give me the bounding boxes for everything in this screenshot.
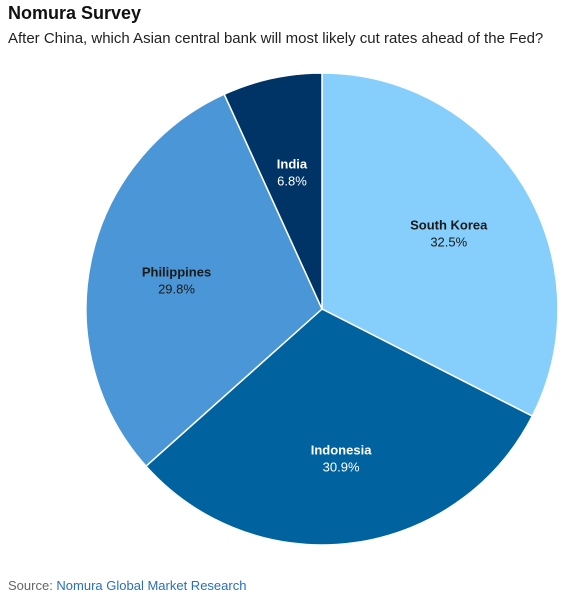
slice-label-south-korea: South Korea: [410, 217, 488, 232]
slice-value-india: 6.8%: [277, 174, 307, 189]
chart-subtitle: After China, which Asian central bank wi…: [8, 30, 544, 47]
chart-title: Nomura Survey: [8, 3, 142, 23]
slice-value-philippines: 29.8%: [158, 281, 195, 296]
source-label: Source:: [8, 578, 57, 593]
slice-label-philippines: Philippines: [142, 264, 211, 279]
pie-slice-south-korea: [321, 72, 559, 418]
pie-slice-indonesia: [144, 308, 534, 546]
slice-label-indonesia: Indonesia: [311, 442, 372, 457]
slice-value-south-korea: 32.5%: [430, 234, 467, 249]
pie-slice-philippines: [85, 93, 323, 468]
pie-slice-india: [223, 72, 323, 310]
source-note: Source: Nomura Global Market Research: [8, 578, 246, 593]
slice-value-indonesia: 30.9%: [323, 459, 360, 474]
source-link[interactable]: Nomura Global Market Research: [56, 578, 247, 593]
slice-label-india: India: [277, 157, 308, 172]
